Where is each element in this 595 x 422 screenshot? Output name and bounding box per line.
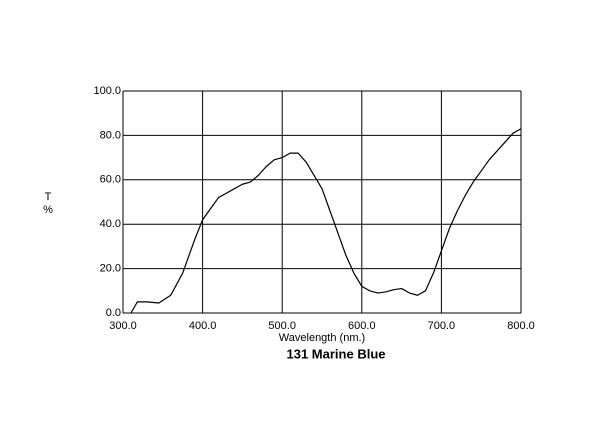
data-line <box>130 128 522 314</box>
x-tick-label: 300.0 <box>109 320 137 332</box>
x-axis-label: Wavelength (nm.) <box>279 332 365 344</box>
y-tick-label: 80.0 <box>100 129 121 141</box>
x-tick-label: 800.0 <box>507 320 535 332</box>
y-tick-label: 0.0 <box>106 307 121 319</box>
chart-title: 131 Marine Blue <box>287 346 386 361</box>
y-tick-label: 60.0 <box>100 174 121 186</box>
y-tick-label: 20.0 <box>100 263 121 275</box>
y-axis-label: % <box>43 204 53 216</box>
x-tick-label: 700.0 <box>428 320 456 332</box>
x-tick-label: 400.0 <box>189 320 217 332</box>
x-tick-label: 500.0 <box>268 320 296 332</box>
x-tick-label: 600.0 <box>348 320 376 332</box>
y-axis-label: T <box>45 191 52 203</box>
y-tick-label: 100.0 <box>93 85 121 97</box>
y-tick-label: 40.0 <box>100 218 121 230</box>
